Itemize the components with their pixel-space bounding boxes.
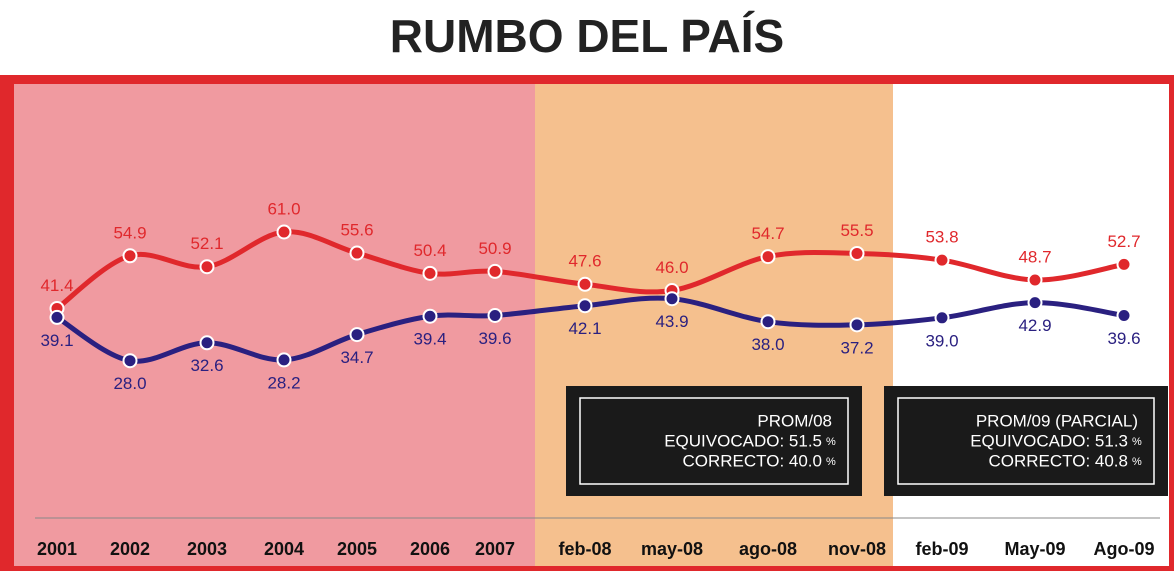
value-label: 54.7 [751, 224, 784, 243]
value-label: 55.6 [340, 221, 373, 240]
x-tick-label: Ago-09 [1093, 539, 1154, 559]
x-tick-label: 2001 [37, 539, 77, 559]
x-tick-label: feb-09 [915, 539, 968, 559]
value-label: 43.9 [655, 312, 688, 331]
point [664, 291, 680, 307]
point [849, 317, 865, 333]
band-years [14, 84, 535, 566]
annotation-unit: % [826, 456, 836, 468]
point [122, 248, 138, 264]
value-label: 52.7 [1107, 232, 1140, 251]
point [934, 310, 950, 326]
annotation-title: PROM/08 [757, 411, 832, 430]
annotation-unit: % [1132, 456, 1142, 468]
point [276, 224, 292, 240]
annotation-row: EQUIVOCADO: 51.5 [664, 431, 822, 450]
point [934, 252, 950, 268]
annotation-box [884, 386, 1168, 496]
value-label: 28.2 [267, 373, 300, 392]
value-label: 37.2 [840, 338, 873, 357]
x-tick-label: 2004 [264, 539, 304, 559]
value-label: 39.6 [1107, 329, 1140, 348]
point [577, 276, 593, 292]
annotation-box [566, 386, 862, 496]
point [1116, 307, 1132, 323]
x-tick-label: 2003 [187, 539, 227, 559]
point [760, 314, 776, 330]
chart-title: RUMBO DEL PAÍS [390, 10, 784, 62]
x-tick-label: 2005 [337, 539, 377, 559]
value-label: 39.1 [40, 331, 73, 350]
value-label: 47.6 [568, 252, 601, 271]
point [577, 298, 593, 314]
point [849, 245, 865, 261]
x-tick-label: 2002 [110, 539, 150, 559]
point [349, 327, 365, 343]
point [760, 249, 776, 265]
value-label: 53.8 [925, 228, 958, 247]
point [487, 307, 503, 323]
value-label: 34.7 [340, 348, 373, 367]
value-label: 46.0 [655, 258, 688, 277]
point [422, 265, 438, 281]
value-label: 39.4 [413, 330, 446, 349]
value-label: 50.9 [478, 239, 511, 258]
value-label: 50.4 [413, 241, 446, 260]
point [199, 259, 215, 275]
annotation-border [897, 397, 1155, 485]
value-label: 38.0 [751, 335, 784, 354]
point [1027, 272, 1043, 288]
x-tick-label: feb-08 [558, 539, 611, 559]
annotation-title: PROM/09 (PARCIAL) [976, 411, 1138, 430]
value-label: 54.9 [113, 223, 146, 242]
annotation-border [579, 397, 849, 485]
x-tick-label: nov-08 [828, 539, 886, 559]
point [1027, 295, 1043, 311]
x-tick-label: 2007 [475, 539, 515, 559]
point [487, 263, 503, 279]
point [199, 335, 215, 351]
point [1116, 256, 1132, 272]
x-tick-label: may-08 [641, 539, 703, 559]
point [122, 353, 138, 369]
x-tick-label: May-09 [1004, 539, 1065, 559]
point [349, 245, 365, 261]
value-label: 55.5 [840, 221, 873, 240]
annotation-unit: % [826, 436, 836, 448]
value-label: 42.9 [1018, 316, 1051, 335]
value-label: 61.0 [267, 199, 300, 218]
annotation-row: CORRECTO: 40.0 [682, 451, 822, 470]
value-label: 42.1 [568, 319, 601, 338]
annotation-unit: % [1132, 436, 1142, 448]
annotation-row: EQUIVOCADO: 51.3 [970, 431, 1128, 450]
value-label: 39.0 [925, 331, 958, 350]
point [422, 308, 438, 324]
value-label: 39.6 [478, 329, 511, 348]
annotation-row: CORRECTO: 40.8 [988, 451, 1128, 470]
value-label: 28.0 [113, 374, 146, 393]
point [276, 352, 292, 368]
value-label: 52.1 [190, 234, 223, 253]
value-label: 41.4 [40, 276, 73, 295]
value-label: 32.6 [190, 356, 223, 375]
x-tick-label: ago-08 [739, 539, 797, 559]
x-tick-label: 2006 [410, 539, 450, 559]
point [49, 309, 65, 325]
value-label: 48.7 [1018, 247, 1051, 266]
